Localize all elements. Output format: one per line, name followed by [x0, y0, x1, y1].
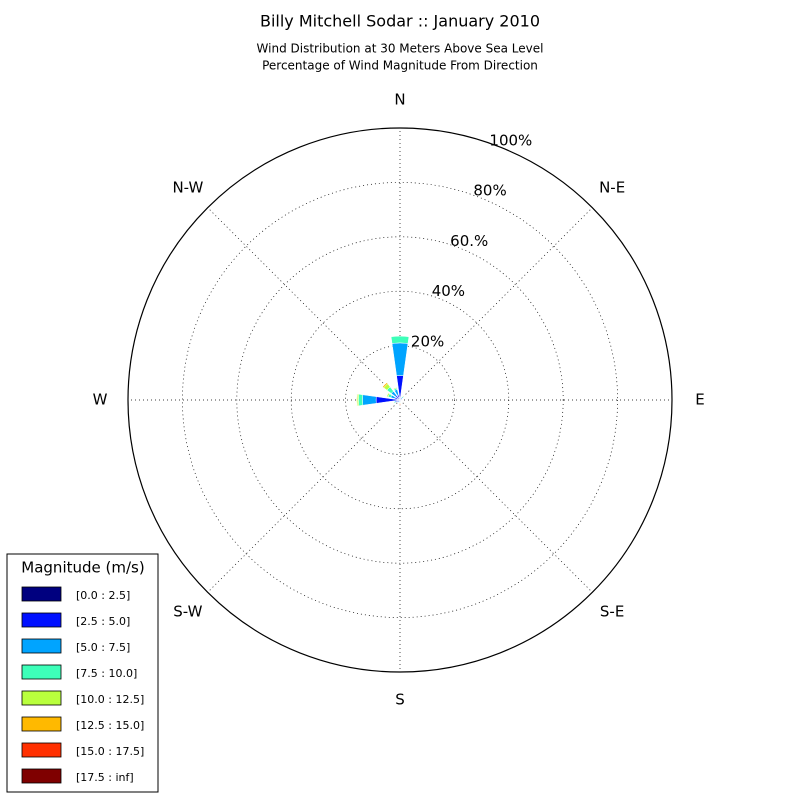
- legend-swatch: [21, 664, 62, 680]
- direction-label: S-W: [173, 603, 202, 621]
- direction-label: N-E: [599, 178, 625, 196]
- wedge: [397, 400, 400, 403]
- wedge: [382, 382, 389, 389]
- grid-circle: [182, 182, 618, 618]
- polar-grid: [127, 127, 673, 673]
- wedge: [358, 393, 364, 407]
- legend-title: Magnitude (m/s): [21, 559, 144, 577]
- legend-label: [7.5 : 10.0]: [76, 667, 137, 680]
- outer-circle: [127, 127, 673, 673]
- direction-label: W: [93, 391, 108, 409]
- legend-label: [12.5 : 15.0]: [76, 719, 144, 732]
- chart-subtitle: Wind Distribution at 30 Meters Above Sea…: [257, 42, 544, 56]
- legend-label: [17.5 : inf]: [76, 771, 134, 784]
- wedge: [398, 404, 402, 406]
- direction-label: N: [394, 91, 405, 109]
- wedge: [400, 396, 402, 399]
- direction-label: E: [695, 391, 704, 409]
- radial-tick-label: 20%: [411, 332, 444, 350]
- legend-swatch: [21, 586, 62, 602]
- wedge: [391, 342, 409, 377]
- wedge: [390, 335, 410, 344]
- radial-tick-label: 100%: [489, 131, 532, 149]
- direction-label: N-W: [172, 178, 203, 196]
- legend-swatch: [21, 612, 62, 628]
- legend: Magnitude (m/s) [0.0 : 2.5] [2.5 : 5.0] [5…: [6, 553, 159, 793]
- wedge: [356, 393, 358, 407]
- legend-label: [5.0 : 7.5]: [76, 641, 130, 654]
- radial-grid-line: [207, 207, 401, 401]
- wedge: [386, 392, 390, 398]
- labels: N N-E E S-E S S-W W N-W 20% 40% 60.% 80% 100%: [93, 91, 705, 709]
- wedge: [401, 398, 403, 400]
- grid-circle: [290, 290, 510, 510]
- wedge: [393, 401, 396, 404]
- chart-subtitle: Percentage of Wind Magnitude From Direct…: [262, 59, 538, 73]
- legend-swatch: [21, 690, 62, 706]
- legend-swatch: [21, 742, 62, 758]
- grid-circle: [236, 236, 564, 564]
- legend-swatch: [21, 638, 62, 654]
- legend-label: [0.0 : 2.5]: [76, 589, 130, 602]
- radial-tick-label: 60.%: [450, 232, 488, 250]
- legend-swatch: [21, 716, 62, 732]
- wedge: [362, 394, 377, 406]
- grid-circle: [345, 345, 455, 455]
- legend-label: [15.0 : 17.5]: [76, 745, 144, 758]
- legend-label: [2.5 : 5.0]: [76, 615, 130, 628]
- bars: [356, 335, 410, 407]
- radial-grid-line: [207, 399, 401, 593]
- direction-label: S-E: [600, 603, 624, 621]
- radial-tick-label: 40%: [432, 282, 465, 300]
- wedge: [393, 387, 398, 390]
- radial-grid-line: [399, 399, 593, 593]
- wedge: [398, 401, 400, 403]
- radial-grid-line: [399, 207, 593, 401]
- legend-label: [10.0 : 12.5]: [76, 693, 144, 706]
- radial-tick-label: 80%: [473, 182, 506, 200]
- direction-label: S: [395, 691, 405, 709]
- legend-swatch: [21, 768, 62, 784]
- chart-title: Billy Mitchell Sodar :: January 2010: [260, 12, 540, 31]
- wedge: [402, 395, 405, 398]
